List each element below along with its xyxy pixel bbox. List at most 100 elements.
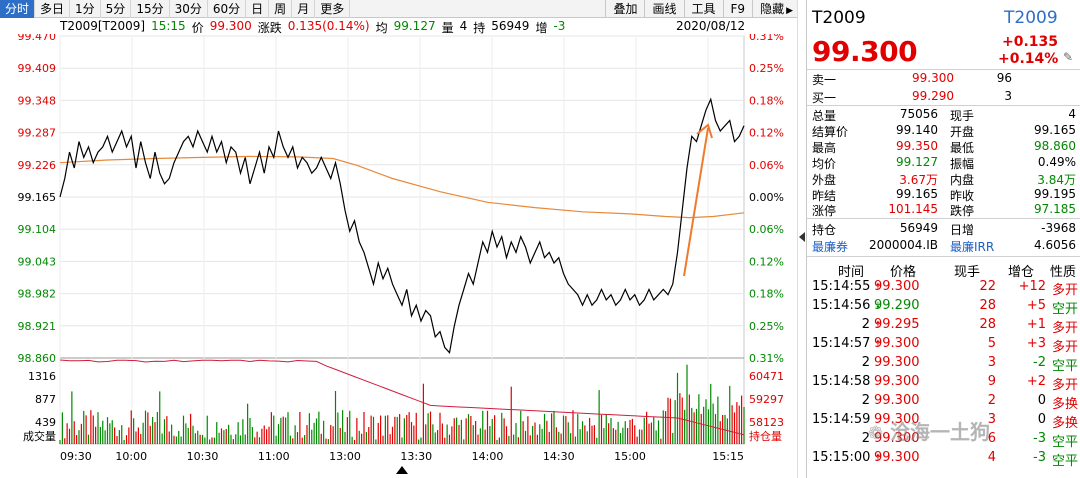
- trade-qty: 28: [979, 317, 996, 332]
- intraday-chart[interactable]: 99.470 0.31% 99.409 0.25% 99.348 0.18% 99.287 0…: [0, 34, 797, 478]
- timeframe-tab[interactable]: 日: [246, 0, 270, 18]
- irr-label[interactable]: 最廉IRR: [950, 240, 995, 254]
- stat-value: 75056: [899, 107, 938, 121]
- trade-price: 99.300: [874, 450, 920, 465]
- info-hold: 56949: [491, 19, 530, 33]
- trade-time: 15:14:55: [812, 279, 871, 294]
- quote-change-block: +0.135 +0.14%: [998, 34, 1058, 68]
- trade-time: 2: [861, 317, 870, 332]
- trade-qty: 2: [987, 393, 996, 408]
- time-tick: 15:00: [614, 450, 646, 463]
- stats-row: 外盘 3.67万 内盘 3.84万: [812, 171, 1076, 187]
- average-price-line: [59, 155, 745, 219]
- timeframe-tab[interactable]: 1分: [70, 0, 101, 18]
- timeframe-tab[interactable]: 分时: [0, 0, 36, 18]
- collapse-arrow-icon[interactable]: [799, 232, 805, 242]
- chart-date: 2020/08/12: [676, 19, 746, 33]
- toolbar-button[interactable]: 叠加: [605, 0, 644, 18]
- stat-label: 振幅: [950, 156, 975, 171]
- trade-time: 15:14:56: [812, 298, 871, 313]
- toolbar-button[interactable]: 隐藏 ▶: [752, 0, 800, 18]
- timeframe-tab[interactable]: 5分: [101, 0, 132, 18]
- oi-tick: 持仓量: [749, 429, 782, 443]
- info-vol: 4: [459, 19, 468, 33]
- toolbar-button-label: 工具: [691, 2, 716, 16]
- trade-price: 99.300: [874, 393, 920, 408]
- trade-row: 15:14:55 99.300 🠕 22 +12 多开: [812, 279, 1078, 298]
- ctd-row: 最廉券 2000004.IB 最廉IRR 4.6056: [812, 238, 1076, 254]
- toolbar-button[interactable]: F9: [722, 0, 753, 18]
- timeframe-tab[interactable]: 多日: [35, 0, 71, 18]
- pct-tick: 0.06%: [749, 159, 784, 172]
- trade-inc: +12: [1018, 279, 1046, 294]
- stat-label: 昨收: [950, 188, 975, 203]
- stat-value: 3.67万: [899, 172, 938, 187]
- trade-price: 99.290: [874, 298, 920, 313]
- trade-inc: -3: [1033, 450, 1046, 465]
- price-tick: 99.409: [18, 62, 57, 75]
- price-tick: 98.921: [18, 320, 57, 333]
- toolbar-button[interactable]: 工具: [683, 0, 723, 18]
- divider: [806, 69, 1080, 70]
- chart-toolbar: 分时 多日 1分 5分 15分 30分 60分日周月更多 叠加 画线 工具 F9 隐藏 ▶: [0, 0, 800, 18]
- trades-header-cell: 性质: [1050, 265, 1077, 280]
- timeframe-tab[interactable]: 更多: [315, 0, 351, 18]
- stats-row: 昨结 99.165 昨收 99.195: [812, 186, 1076, 203]
- trades-header-cell: 时间: [838, 265, 865, 280]
- price-tick: 99.470: [18, 34, 57, 43]
- quote-change: +0.135: [1001, 34, 1058, 50]
- timeframe-tab[interactable]: 30分: [170, 0, 208, 18]
- oi-tick: 58123: [749, 416, 784, 429]
- trade-qty: 28: [979, 298, 996, 313]
- pencil-icon[interactable]: ✎: [1063, 50, 1074, 64]
- vol-label: 量: [441, 21, 454, 35]
- stat-value: 0.49%: [1037, 154, 1076, 169]
- info-inc: -3: [553, 19, 566, 33]
- orderbook-price: 99.290: [912, 89, 954, 103]
- trade-row: 15:14:56 99.290 🠗 28 +5 空开: [812, 298, 1078, 317]
- hold-label: 持: [473, 21, 486, 35]
- stat-value: 3.84万: [1037, 172, 1076, 187]
- quote-panel: [806, 0, 1080, 478]
- stat-value: -3968: [1041, 221, 1076, 235]
- volume-tick: 877: [35, 393, 56, 406]
- expand-up-arrow-icon[interactable]: [396, 466, 408, 474]
- trades-header-cell: 价格: [890, 265, 917, 280]
- arrow-up-icon: 🠕: [876, 339, 880, 349]
- ctd-label[interactable]: 最廉券: [812, 240, 849, 254]
- timeframe-tab[interactable]: 周: [269, 0, 293, 18]
- stat-label: 日增: [950, 223, 975, 237]
- price-info-line: T2009[T2009] 15:15 价 99.300 涨跌 0.135(0.1…: [60, 19, 571, 35]
- panel-scrollbar[interactable]: [797, 0, 807, 478]
- time-tick: 10:00: [115, 450, 147, 463]
- trade-qty: 3: [987, 412, 996, 427]
- trade-inc: +1: [1026, 317, 1046, 332]
- toolbar-button[interactable]: 画线: [644, 0, 683, 18]
- trade-time: 15:14:58: [812, 374, 871, 389]
- stat-value: 99.140: [896, 122, 938, 137]
- orderbook-label: 卖一: [812, 73, 837, 87]
- annotation-arrowhead: [696, 123, 713, 139]
- arrow-down-icon: 🠗: [876, 301, 880, 311]
- pct-tick: 0.18%: [749, 288, 784, 301]
- pct-tick: 0.12%: [749, 127, 784, 140]
- trade-price: 99.300: [874, 336, 920, 351]
- trade-price: 99.300: [874, 374, 920, 389]
- stat-label: 持仓: [812, 223, 837, 237]
- irr-value: 4.6056: [1034, 238, 1076, 252]
- timeframe-tab[interactable]: 60分: [208, 0, 247, 18]
- trade-time: 2: [861, 355, 870, 370]
- quote-code[interactable]: T2009: [1004, 8, 1058, 28]
- trade-price: 99.300: [874, 431, 920, 446]
- stats-row: 最高 99.350 最低 98.860: [812, 139, 1076, 155]
- trade-row: 15:14:59 99.300 3 0 多换: [812, 412, 1078, 431]
- divider: [806, 218, 1080, 219]
- trades-header-cell: 增仓: [1008, 265, 1035, 280]
- trade-time: 15:14:57: [812, 336, 871, 351]
- trade-price: 99.300: [874, 412, 920, 427]
- timeframe-tab[interactable]: 月: [292, 0, 316, 18]
- stat-label: 最低: [950, 140, 975, 155]
- stat-value: 99.195: [1034, 186, 1076, 201]
- timeframe-tab[interactable]: 15分: [131, 0, 170, 18]
